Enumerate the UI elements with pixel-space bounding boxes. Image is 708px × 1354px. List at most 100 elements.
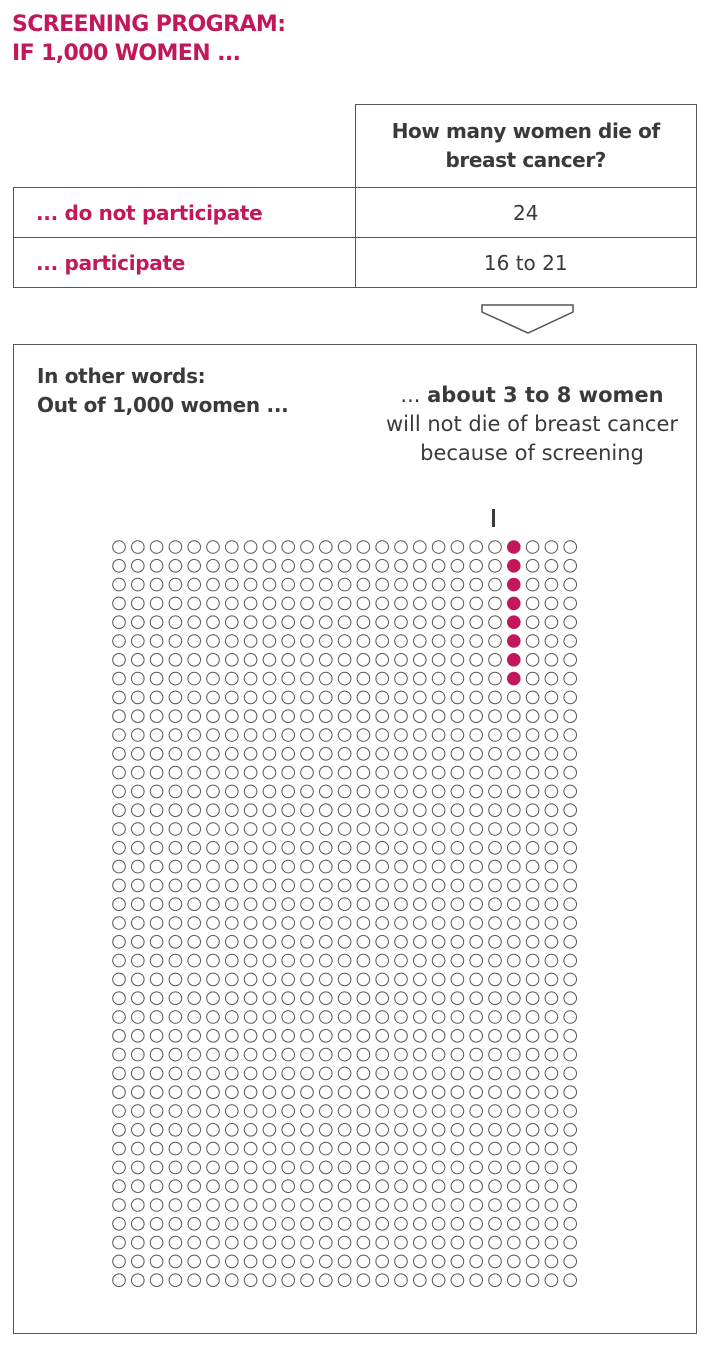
- woman-icon: [131, 1273, 145, 1288]
- woman-icon: [375, 577, 390, 592]
- explanation-box: In other words: Out of 1,000 women ... .…: [13, 344, 697, 1334]
- woman-icon: [375, 559, 390, 573]
- woman-icon: [225, 653, 239, 667]
- woman-icon: [488, 1179, 502, 1194]
- annotation-rest: will not die of breast cancer because of…: [385, 412, 679, 465]
- woman-icon: [525, 671, 540, 686]
- woman-icon: [525, 1273, 540, 1288]
- woman-icon: [281, 1179, 296, 1194]
- table-row: ... participate 16 to 21: [13, 237, 697, 288]
- woman-icon: [281, 1160, 296, 1175]
- woman-icon: [149, 1141, 164, 1156]
- woman-icon: [525, 1235, 540, 1250]
- woman-icon: [168, 972, 183, 987]
- woman-icon: [187, 1123, 201, 1137]
- woman-icon: [375, 540, 390, 554]
- woman-icon: [544, 859, 559, 874]
- woman-icon: [300, 653, 314, 667]
- other-words-line-2: Out of 1,000 women ...: [37, 393, 289, 417]
- woman-icon: [337, 1029, 352, 1043]
- woman-icon: [450, 747, 465, 761]
- woman-icon: [488, 690, 502, 705]
- woman-icon: [507, 878, 521, 893]
- woman-icon: [319, 784, 333, 799]
- woman-icon: [168, 1141, 183, 1156]
- woman-icon: [243, 577, 258, 592]
- woman-icon: [243, 1179, 258, 1194]
- woman-icon: [450, 803, 465, 818]
- woman-icon: [337, 1254, 352, 1269]
- woman-icon: [431, 559, 446, 573]
- woman-icon: [131, 803, 145, 818]
- woman-icon: [356, 747, 371, 761]
- woman-icon: [300, 634, 314, 648]
- woman-icon: [450, 878, 465, 893]
- woman-icon: [187, 596, 201, 611]
- woman-icon: [525, 1123, 540, 1137]
- woman-icon: [319, 1179, 333, 1194]
- woman-icon: [300, 747, 314, 761]
- woman-icon: [262, 653, 277, 667]
- woman-icon: [525, 859, 540, 874]
- woman-icon: [450, 859, 465, 874]
- woman-icon: [225, 897, 239, 912]
- woman-icon: [469, 1066, 484, 1081]
- woman-icon: [413, 1179, 427, 1194]
- woman-icon: [337, 953, 352, 968]
- woman-icon: [337, 1066, 352, 1081]
- woman-icon: [262, 615, 277, 630]
- woman-icon: [394, 897, 408, 912]
- woman-icon: [544, 1179, 559, 1194]
- woman-icon: [187, 916, 201, 930]
- woman-icon: [243, 1198, 258, 1212]
- woman-icon: [300, 803, 314, 818]
- woman-icon: [356, 897, 371, 912]
- woman-icon: [112, 1179, 126, 1194]
- woman-icon: [187, 1047, 201, 1062]
- woman-icon: [187, 859, 201, 874]
- woman-icon: [450, 1217, 465, 1231]
- woman-icon: [225, 916, 239, 930]
- woman-icon: [337, 671, 352, 686]
- woman-icon: [394, 709, 408, 724]
- woman-icon: [563, 1235, 578, 1250]
- woman-icon: [563, 1085, 578, 1100]
- woman-icon: [431, 765, 446, 780]
- woman-icon: [356, 1123, 371, 1137]
- woman-icon: [262, 1160, 277, 1175]
- woman-icon: [337, 1198, 352, 1212]
- woman-icon: [413, 653, 427, 667]
- woman-icon: [112, 671, 126, 686]
- woman-icon: [375, 1085, 390, 1100]
- woman-icon: [563, 747, 578, 761]
- woman-icon: [187, 1235, 201, 1250]
- woman-icon: [300, 1198, 314, 1212]
- woman-icon: [525, 878, 540, 893]
- woman-icon: [206, 859, 220, 874]
- woman-icon: [149, 953, 164, 968]
- woman-icon: [225, 540, 239, 554]
- woman-icon: [225, 1010, 239, 1024]
- woman-icon: [319, 972, 333, 987]
- woman-icon: [488, 841, 502, 855]
- woman-icon: [206, 1198, 220, 1212]
- woman-icon: [413, 972, 427, 987]
- woman-icon: [356, 596, 371, 611]
- woman-icon: [413, 728, 427, 742]
- woman-icon: [525, 728, 540, 742]
- woman-icon: [544, 709, 559, 724]
- woman-icon: [488, 1141, 502, 1156]
- woman-icon: [563, 615, 578, 630]
- woman-icon: [243, 765, 258, 780]
- woman-icon: [168, 1066, 183, 1081]
- woman-icon: [281, 841, 296, 855]
- woman-icon: [375, 859, 390, 874]
- woman-icon: [544, 1123, 559, 1137]
- woman-icon: [544, 1029, 559, 1043]
- woman-icon: [281, 1198, 296, 1212]
- woman-icon: [525, 1217, 540, 1231]
- woman-icon-saved: [507, 577, 521, 592]
- woman-icon: [187, 878, 201, 893]
- woman-icon: [450, 1273, 465, 1288]
- row-value-not-participate: 24: [354, 187, 697, 238]
